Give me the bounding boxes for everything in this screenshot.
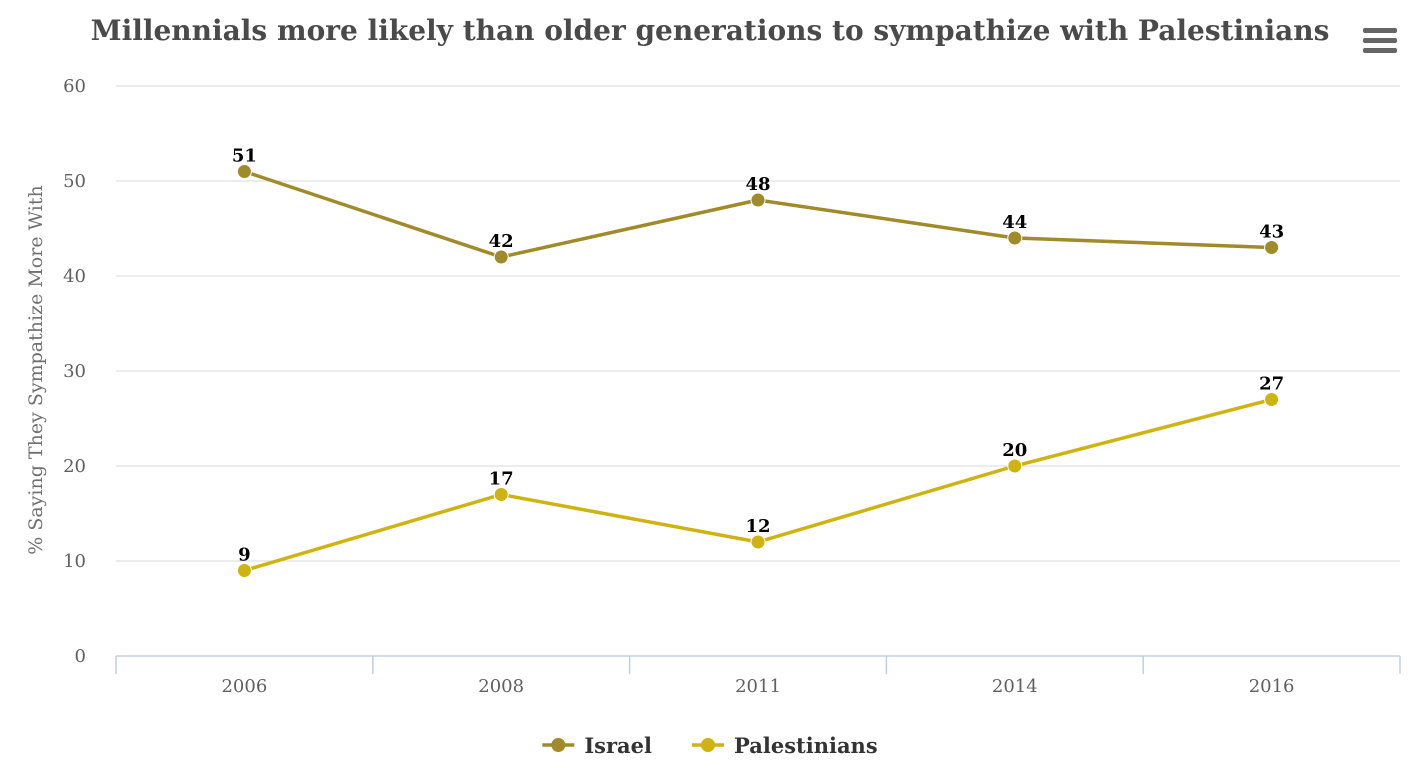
data-label-palestinians: 9 [238, 545, 251, 566]
chart-title: Millennials more likely than older gener… [91, 14, 1330, 47]
legend-item-palestinians[interactable]: Palestinians [692, 733, 878, 758]
series-palestinians: 9 17 12 20 27 [236, 374, 1284, 578]
y-tick-label: 50 [63, 171, 86, 192]
x-tick-label: 2006 [221, 676, 267, 697]
data-point-israel[interactable] [1264, 240, 1280, 255]
legend-label-palestinians: Palestinians [734, 733, 878, 758]
x-tick-label: 2016 [1249, 676, 1295, 697]
series-israel: 51 42 48 44 43 [232, 146, 1284, 265]
x-tick-label: 2008 [478, 676, 524, 697]
legend-marker-palestinians [701, 738, 716, 752]
data-label-israel: 43 [1259, 222, 1284, 243]
data-label-israel: 48 [745, 174, 770, 195]
y-tick-label: 30 [63, 361, 86, 382]
data-point-israel[interactable] [493, 249, 509, 265]
series-layer: 51 42 48 44 43 9 17 12 20 27 [232, 146, 1284, 578]
y-tick-label: 20 [63, 456, 86, 477]
y-tick-label: 10 [63, 551, 86, 572]
x-tick-label: 2014 [992, 676, 1038, 697]
legend-label-israel: Israel [584, 733, 652, 758]
data-label-palestinians: 27 [1259, 374, 1284, 395]
y-axis-ticks: 0 10 20 30 40 50 60 [63, 76, 86, 667]
x-axis: 2006 2008 2011 2014 2016 [115, 655, 1401, 697]
data-point-palestinians[interactable] [750, 534, 766, 550]
legend-marker-israel [551, 738, 566, 752]
data-point-palestinians[interactable] [1007, 458, 1023, 474]
legend-item-israel[interactable]: Israel [542, 733, 652, 758]
y-tick-label: 40 [63, 266, 86, 287]
data-point-israel[interactable] [236, 164, 252, 179]
gridlines [116, 85, 1400, 562]
data-label-israel: 44 [1002, 212, 1027, 233]
data-point-israel[interactable] [1007, 230, 1023, 246]
data-label-palestinians: 12 [745, 516, 770, 537]
hamburger-menu-icon[interactable] [1360, 20, 1404, 60]
data-point-palestinians[interactable] [1264, 392, 1280, 407]
data-label-palestinians: 20 [1002, 440, 1027, 461]
y-tick-label: 60 [63, 76, 86, 97]
data-point-israel[interactable] [750, 192, 766, 208]
data-label-israel: 51 [232, 146, 257, 167]
y-tick-label: 0 [75, 646, 86, 667]
y-axis-title: % Saying They Sympathize More With [25, 185, 47, 555]
legend: Israel Palestinians [542, 733, 878, 758]
data-label-palestinians: 17 [489, 469, 514, 490]
x-tick-label: 2011 [735, 676, 781, 697]
data-label-israel: 42 [489, 231, 514, 252]
data-point-palestinians[interactable] [236, 563, 252, 578]
data-point-palestinians[interactable] [493, 487, 509, 502]
